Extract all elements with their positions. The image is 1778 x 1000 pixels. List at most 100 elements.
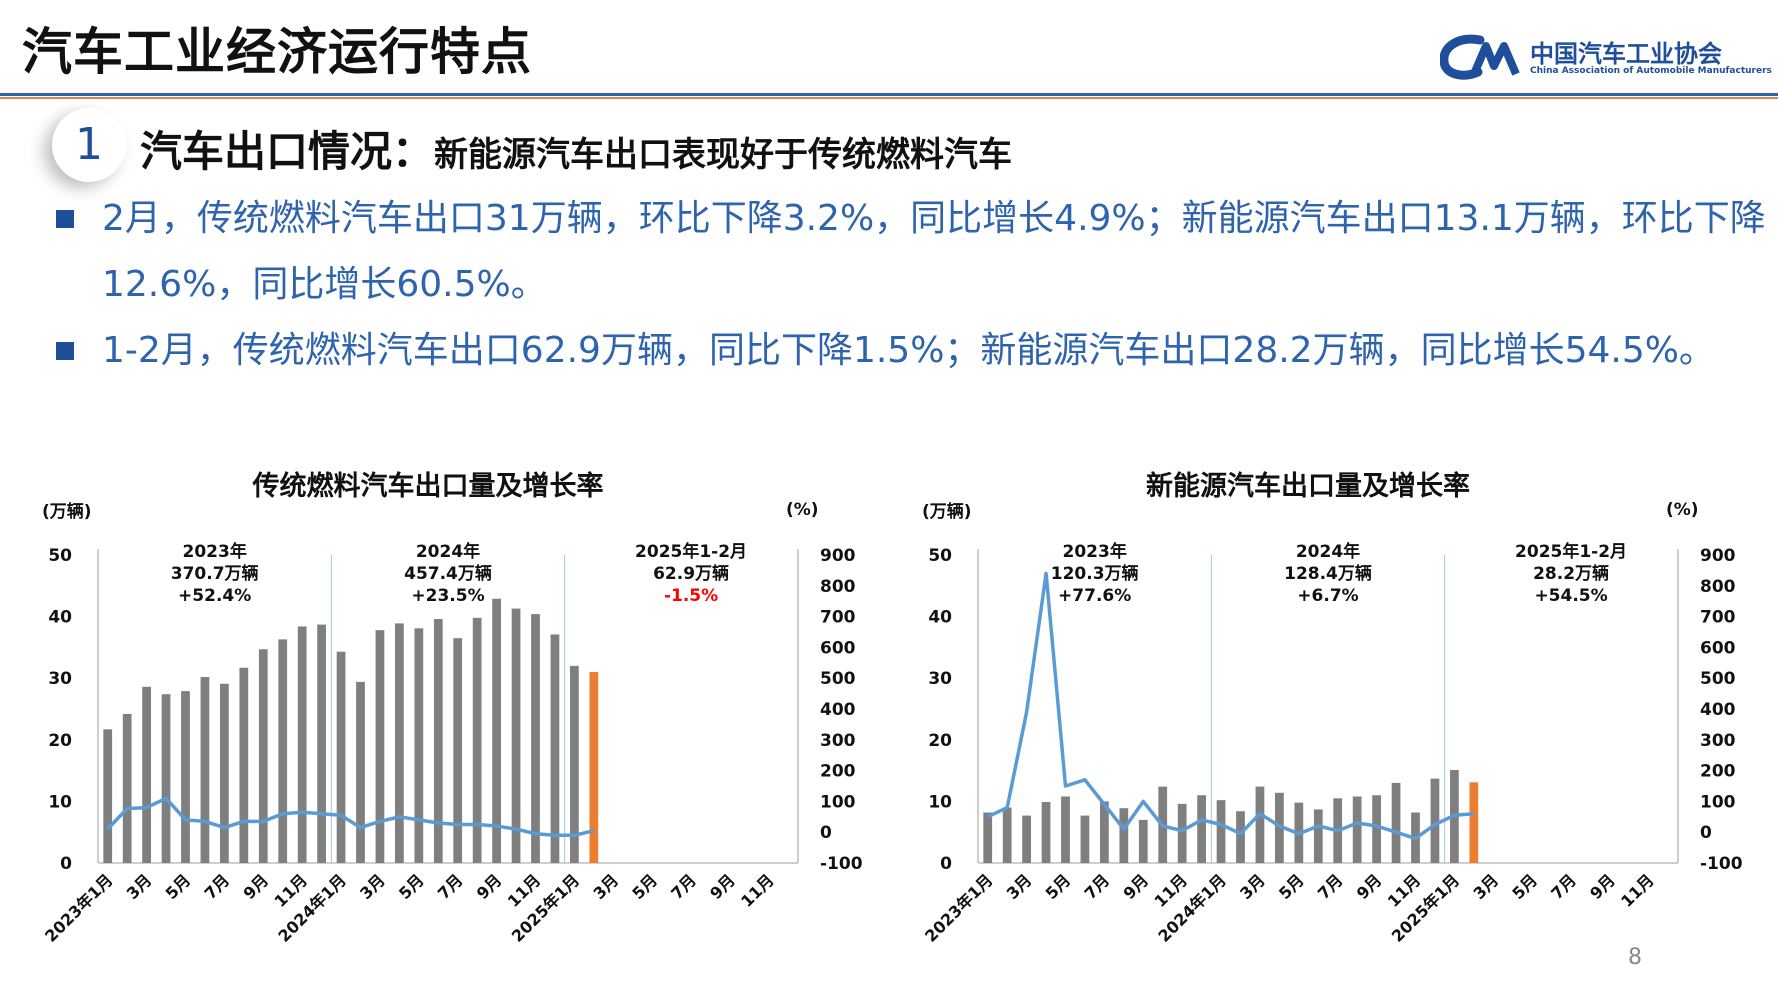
y-tick-left: 30 bbox=[48, 669, 72, 689]
annotation-value: 457.4万辆 bbox=[404, 563, 492, 584]
y-tick-right: 400 bbox=[1700, 700, 1736, 720]
chart-new-energy-exports: 新能源汽车出口量及增长率 (万辆) (%) 0 10 20 30 40 50 -100 0 100 20… bbox=[920, 465, 1750, 969]
bar bbox=[453, 638, 463, 863]
bar bbox=[181, 691, 190, 863]
chart-new-energy-svg: 新能源汽车出口量及增长率 (万辆) (%) 0 10 20 30 40 50 -100 0 100 20… bbox=[921, 470, 1743, 946]
y-tick-right: 500 bbox=[820, 669, 856, 689]
y-tick-right: 600 bbox=[1700, 638, 1736, 658]
logo-name: 中国汽车工业协会 bbox=[1530, 40, 1722, 68]
x-tick-label: 9月 bbox=[1353, 870, 1386, 903]
bar bbox=[336, 651, 346, 863]
bar bbox=[375, 630, 385, 863]
bar-highlight bbox=[589, 672, 599, 863]
annotation-year: 2023年 bbox=[1063, 541, 1127, 562]
y-tick-left: 20 bbox=[48, 731, 72, 751]
annotation-year: 2024年 bbox=[1296, 541, 1360, 562]
y-tick-right: 600 bbox=[820, 638, 856, 658]
x-tick-label: 5月 bbox=[1275, 870, 1308, 903]
x-tick-label: 3月 bbox=[356, 870, 389, 903]
bar bbox=[472, 617, 482, 863]
section-title: 汽车出口情况：新能源汽车出口表现好于传统燃料汽车 bbox=[140, 118, 1012, 179]
annotation-year: 2025年1-2月 bbox=[635, 541, 747, 562]
bar bbox=[1352, 796, 1362, 863]
bar bbox=[317, 624, 326, 863]
x-tick-label: 9月 bbox=[473, 870, 506, 903]
y-tick-right: 900 bbox=[820, 546, 856, 566]
bullet-square-icon bbox=[56, 210, 74, 228]
growth-line bbox=[106, 796, 595, 838]
annotation-year: 2023年 bbox=[183, 541, 247, 562]
y-tick-right: 800 bbox=[1700, 577, 1736, 597]
bar bbox=[1119, 808, 1129, 863]
x-tick-label: 5月 bbox=[1508, 870, 1541, 903]
page-number: 8 bbox=[1628, 945, 1642, 970]
cam-logo-icon bbox=[1440, 34, 1520, 80]
x-tick-label: 9月 bbox=[1119, 870, 1152, 903]
annotation-value: 128.4万辆 bbox=[1284, 563, 1372, 584]
bar bbox=[492, 598, 501, 863]
y-tick-right: 500 bbox=[1700, 669, 1736, 689]
x-tick-label: 5月 bbox=[1042, 870, 1075, 903]
chart-title: 传统燃料汽车出口量及增长率 bbox=[252, 470, 604, 502]
y-tick-left: 30 bbox=[928, 669, 952, 689]
bar bbox=[1061, 796, 1070, 863]
x-tick-label: 7月 bbox=[434, 870, 467, 903]
annotation-value: 120.3万辆 bbox=[1051, 563, 1139, 584]
annotation-growth: +77.6% bbox=[1058, 586, 1131, 606]
annotation-growth: +6.7% bbox=[1297, 586, 1358, 606]
bar bbox=[1216, 800, 1226, 863]
x-tick-label: 9月 bbox=[706, 870, 739, 903]
bar bbox=[1041, 802, 1051, 863]
x-tick-label: 11月 bbox=[1617, 870, 1658, 911]
y-tick-right: 0 bbox=[820, 823, 832, 843]
y-tick-right: 300 bbox=[820, 731, 856, 751]
bar bbox=[278, 639, 288, 863]
x-tick-label: 3月 bbox=[1236, 870, 1269, 903]
x-tick-label: 7月 bbox=[1547, 870, 1580, 903]
annotation-value: 62.9万辆 bbox=[653, 563, 729, 584]
bar bbox=[1138, 819, 1148, 863]
bar bbox=[122, 713, 132, 863]
x-tick-label: 3月 bbox=[589, 870, 622, 903]
y-tick-left: 40 bbox=[928, 608, 952, 628]
header-divider bbox=[0, 93, 1778, 96]
growth-line bbox=[986, 571, 1474, 841]
y-tick-right: 900 bbox=[1700, 546, 1736, 566]
bar bbox=[1177, 803, 1187, 863]
x-tick-label: 9月 bbox=[1586, 870, 1619, 903]
bar bbox=[297, 626, 307, 863]
bar bbox=[414, 628, 424, 863]
annotation-year: 2025年1-2月 bbox=[1515, 541, 1627, 562]
y-tick-left: 10 bbox=[928, 792, 952, 812]
annotation-year: 2024年 bbox=[416, 541, 480, 562]
logo-english-name: China Association of Automobile Manufact… bbox=[1530, 66, 1772, 76]
y-tick-right: 100 bbox=[1700, 792, 1736, 812]
y-tick-right: 200 bbox=[1700, 762, 1736, 782]
bar bbox=[1002, 807, 1012, 863]
bar bbox=[1372, 795, 1381, 863]
bar bbox=[220, 683, 229, 863]
bar bbox=[1391, 782, 1401, 863]
bar bbox=[550, 634, 560, 863]
x-tick-label: 3月 bbox=[1469, 870, 1502, 903]
y-tick-right: 100 bbox=[820, 792, 856, 812]
bar bbox=[983, 812, 993, 863]
bar bbox=[1313, 809, 1323, 863]
y-tick-right: -100 bbox=[1700, 854, 1743, 874]
y-tick-left: 10 bbox=[48, 792, 72, 812]
section-number-badge: 1 bbox=[52, 108, 126, 182]
y-axis-right-label: (%) bbox=[1666, 500, 1699, 520]
y-axis-right-label: (%) bbox=[786, 500, 819, 520]
bar bbox=[433, 619, 443, 863]
y-axis-left-label: (万辆) bbox=[922, 501, 972, 522]
x-tick-label: 7月 bbox=[1314, 870, 1347, 903]
annotation-growth: +52.4% bbox=[178, 586, 251, 606]
chart-traditional-fuel-exports: 传统燃料汽车出口量及增长率 (万辆) (%) 0 10 20 30 40 50 -100 0 100 2… bbox=[40, 465, 870, 969]
y-tick-left: 50 bbox=[928, 546, 952, 566]
annotation-growth: +54.5% bbox=[1534, 586, 1607, 606]
logo: 中国汽车工业协会 China Association of Automobile… bbox=[1440, 30, 1772, 90]
bar bbox=[161, 694, 171, 863]
annotation-value: 28.2万辆 bbox=[1533, 563, 1609, 584]
y-tick-right: 700 bbox=[1700, 608, 1736, 628]
bar bbox=[531, 614, 540, 863]
